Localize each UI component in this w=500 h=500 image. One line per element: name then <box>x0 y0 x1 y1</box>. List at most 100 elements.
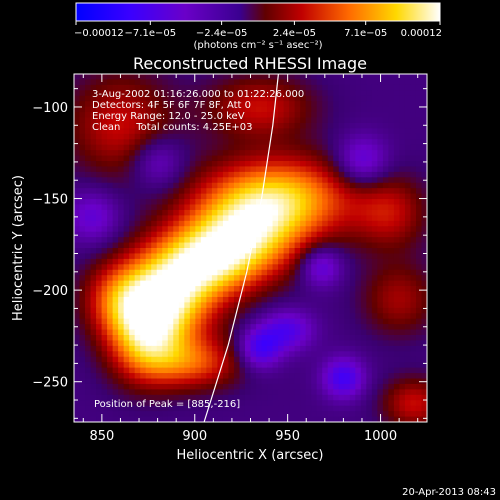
heatmap-cell <box>393 373 401 380</box>
heatmap-cell <box>349 79 356 86</box>
heatmap-cell <box>74 373 81 380</box>
heatmap-cell <box>278 95 285 102</box>
heatmap-cell <box>140 313 147 320</box>
heatmap-cell <box>79 286 86 293</box>
heatmap-cell <box>250 215 257 222</box>
heatmap-cell <box>233 264 241 271</box>
heatmap-cell <box>112 411 119 418</box>
heatmap-cell <box>189 237 196 244</box>
heatmap-cell <box>366 269 373 276</box>
heatmap-cell <box>79 258 86 265</box>
heatmap-cell <box>360 242 367 249</box>
heatmap-cell <box>228 90 235 97</box>
heatmap-cell <box>140 269 147 276</box>
heatmap-cell <box>140 171 147 178</box>
heatmap-cell <box>410 133 417 140</box>
heatmap-cell <box>101 161 108 168</box>
heatmap-cell <box>173 318 180 325</box>
heatmap-cell <box>195 204 202 211</box>
heatmap-cell <box>300 215 307 222</box>
heatmap-cell <box>349 182 356 189</box>
heatmap-cell <box>272 166 279 173</box>
heatmap-cell <box>327 335 334 342</box>
heatmap-cell <box>349 345 356 352</box>
heatmap-cell <box>233 150 241 157</box>
heatmap-cell <box>267 101 274 108</box>
heatmap-cell <box>79 204 86 211</box>
heatmap-cell <box>167 101 174 108</box>
heatmap-cell <box>393 95 401 102</box>
heatmap-cell <box>377 356 384 363</box>
heatmap-cell <box>173 95 180 102</box>
heatmap-cell <box>244 318 252 325</box>
heatmap-cell <box>371 220 378 227</box>
heatmap-cell <box>311 139 318 146</box>
heatmap-cell <box>421 313 427 320</box>
heatmap-cell <box>382 144 389 151</box>
heatmap-cell <box>344 150 351 157</box>
heatmap-cell <box>316 188 323 195</box>
heatmap-cell <box>244 383 252 390</box>
heatmap-cell <box>211 166 219 173</box>
heatmap-cell <box>311 351 318 358</box>
heatmap-cell <box>327 204 334 211</box>
heatmap-cell <box>327 378 334 385</box>
heatmap-cell <box>206 394 213 401</box>
heatmap-cell <box>112 193 119 200</box>
heatmap-cell <box>300 150 307 157</box>
heatmap-cell <box>107 171 114 178</box>
heatmap-cell <box>305 400 312 407</box>
heatmap-cell <box>244 411 252 418</box>
heatmap-cell <box>134 166 141 173</box>
heatmap-cell <box>79 345 86 352</box>
heatmap-cell <box>289 84 296 91</box>
heatmap-cell <box>79 117 86 124</box>
heatmap-cell <box>305 264 312 271</box>
heatmap-cell <box>366 416 373 422</box>
heatmap-cell <box>322 335 329 342</box>
heatmap-cell <box>107 373 114 380</box>
heatmap-cell <box>338 150 345 157</box>
heatmap-cell <box>233 188 241 195</box>
heatmap-cell <box>333 258 340 265</box>
heatmap-cell <box>305 90 312 97</box>
heatmap-cell <box>200 166 207 173</box>
heatmap-cell <box>107 253 114 260</box>
heatmap-cell <box>250 177 257 184</box>
heatmap-cell <box>79 79 86 86</box>
heatmap-cell <box>79 166 86 173</box>
heatmap-cell <box>222 383 230 390</box>
heatmap-cell <box>156 383 163 390</box>
heatmap-cell <box>355 231 362 238</box>
heatmap-cell <box>228 291 235 298</box>
heatmap-cell <box>85 302 92 309</box>
heatmap-cell <box>261 394 268 401</box>
heatmap-cell <box>167 318 174 325</box>
heatmap-cell <box>162 275 169 282</box>
heatmap-cell <box>156 231 163 238</box>
heatmap-cell <box>101 258 108 265</box>
heatmap-cell <box>167 258 174 265</box>
heatmap-cell <box>404 329 412 336</box>
heatmap-cell <box>222 275 230 282</box>
heatmap-cell <box>371 133 378 140</box>
heatmap-cell <box>261 139 268 146</box>
heatmap-cell <box>294 389 301 396</box>
heatmap-cell <box>134 220 141 227</box>
heatmap-cell <box>184 242 191 249</box>
heatmap-cell <box>118 242 125 249</box>
heatmap-cell <box>305 161 312 168</box>
heatmap-cell <box>300 112 307 119</box>
heatmap-cell <box>272 335 279 342</box>
heatmap-cell <box>327 411 334 418</box>
heatmap-cell <box>101 264 108 271</box>
heatmap-cell <box>151 79 158 86</box>
heatmap-cell <box>173 155 180 162</box>
heatmap-cell <box>316 373 323 380</box>
heatmap-cell <box>90 84 97 91</box>
heatmap-cell <box>200 95 207 102</box>
heatmap-cell <box>233 302 241 309</box>
heatmap-cell <box>261 378 268 385</box>
heatmap-cell <box>85 351 92 358</box>
heatmap-cell <box>189 144 196 151</box>
